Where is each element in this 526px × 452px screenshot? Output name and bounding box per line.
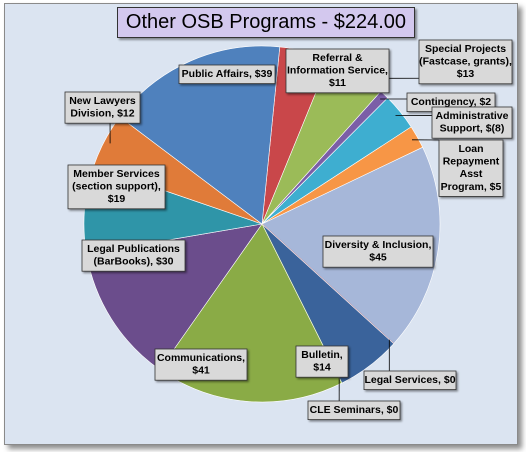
label-box [178, 64, 276, 85]
slice-label-text: CLE Seminars, $0 [310, 404, 399, 416]
label-box [307, 400, 401, 421]
label-box [363, 370, 457, 391]
slice-label-new-lawyers-division: New Lawyers Division, $12 [64, 91, 141, 124]
label-box [154, 348, 248, 381]
label-box [418, 39, 513, 85]
slice-label-text: New Lawyers Division, $12 [69, 95, 136, 120]
slice-label-text: Contingency, $2 [411, 96, 491, 108]
slice-label-text: Loan Repayment Asst Program, $5 [441, 143, 502, 193]
slice-label-loan-repayment-asst-program: Loan Repayment Asst Program, $5 [438, 139, 504, 197]
slice-label-text: Public Affairs, $39 [182, 68, 273, 80]
label-box [438, 139, 504, 197]
slice-label-diversity-inclusion: Diversity & Inclusion, $45 [322, 235, 434, 268]
label-box [322, 235, 434, 268]
slice-label-text: Referral & Information Service, $11 [287, 52, 388, 89]
slice-label-legal-publications-barbooks: Legal Publications (BarBooks), $30 [81, 239, 186, 272]
label-box [295, 345, 349, 378]
slice-label-text: Administrative Support, $(8) [436, 110, 509, 135]
slice-label-communications: Communications, $41 [154, 348, 248, 381]
label-box [81, 239, 186, 272]
slice-label-member-services-section-support: Member Services (section support), $19 [67, 164, 166, 210]
slice-label-text: Communications, $41 [157, 352, 245, 377]
label-box [64, 91, 141, 124]
slice-label-text: Special Projects (Fastcase, grants), $13 [419, 43, 512, 80]
slice-label-legal-services: Legal Services, $0 [363, 370, 457, 391]
slice-label-special-projects-fastcase-grants: Special Projects (Fastcase, grants), $13 [418, 39, 513, 85]
label-box [431, 106, 513, 139]
slice-label-text: Bulletin, $14 [301, 349, 342, 374]
slice-label-bulletin: Bulletin, $14 [295, 345, 349, 378]
label-box [67, 164, 166, 210]
slice-label-administrative-support: Administrative Support, $(8) [431, 106, 513, 139]
slice-label-public-affairs: Public Affairs, $39 [178, 64, 276, 85]
slice-label-text: Legal Services, $0 [364, 374, 455, 386]
slice-label-text: Member Services (section support), $19 [72, 168, 161, 205]
slice-label-text: Legal Publications (BarBooks), $30 [87, 243, 180, 268]
chart-title: Other OSB Programs - $224.00 [117, 7, 415, 38]
slice-label-cle-seminars: CLE Seminars, $0 [307, 400, 401, 421]
label-box [285, 48, 390, 94]
slice-label-referral-information-service: Referral & Information Service, $11 [285, 48, 390, 94]
slice-label-text: Diversity & Inclusion, $45 [325, 239, 432, 264]
